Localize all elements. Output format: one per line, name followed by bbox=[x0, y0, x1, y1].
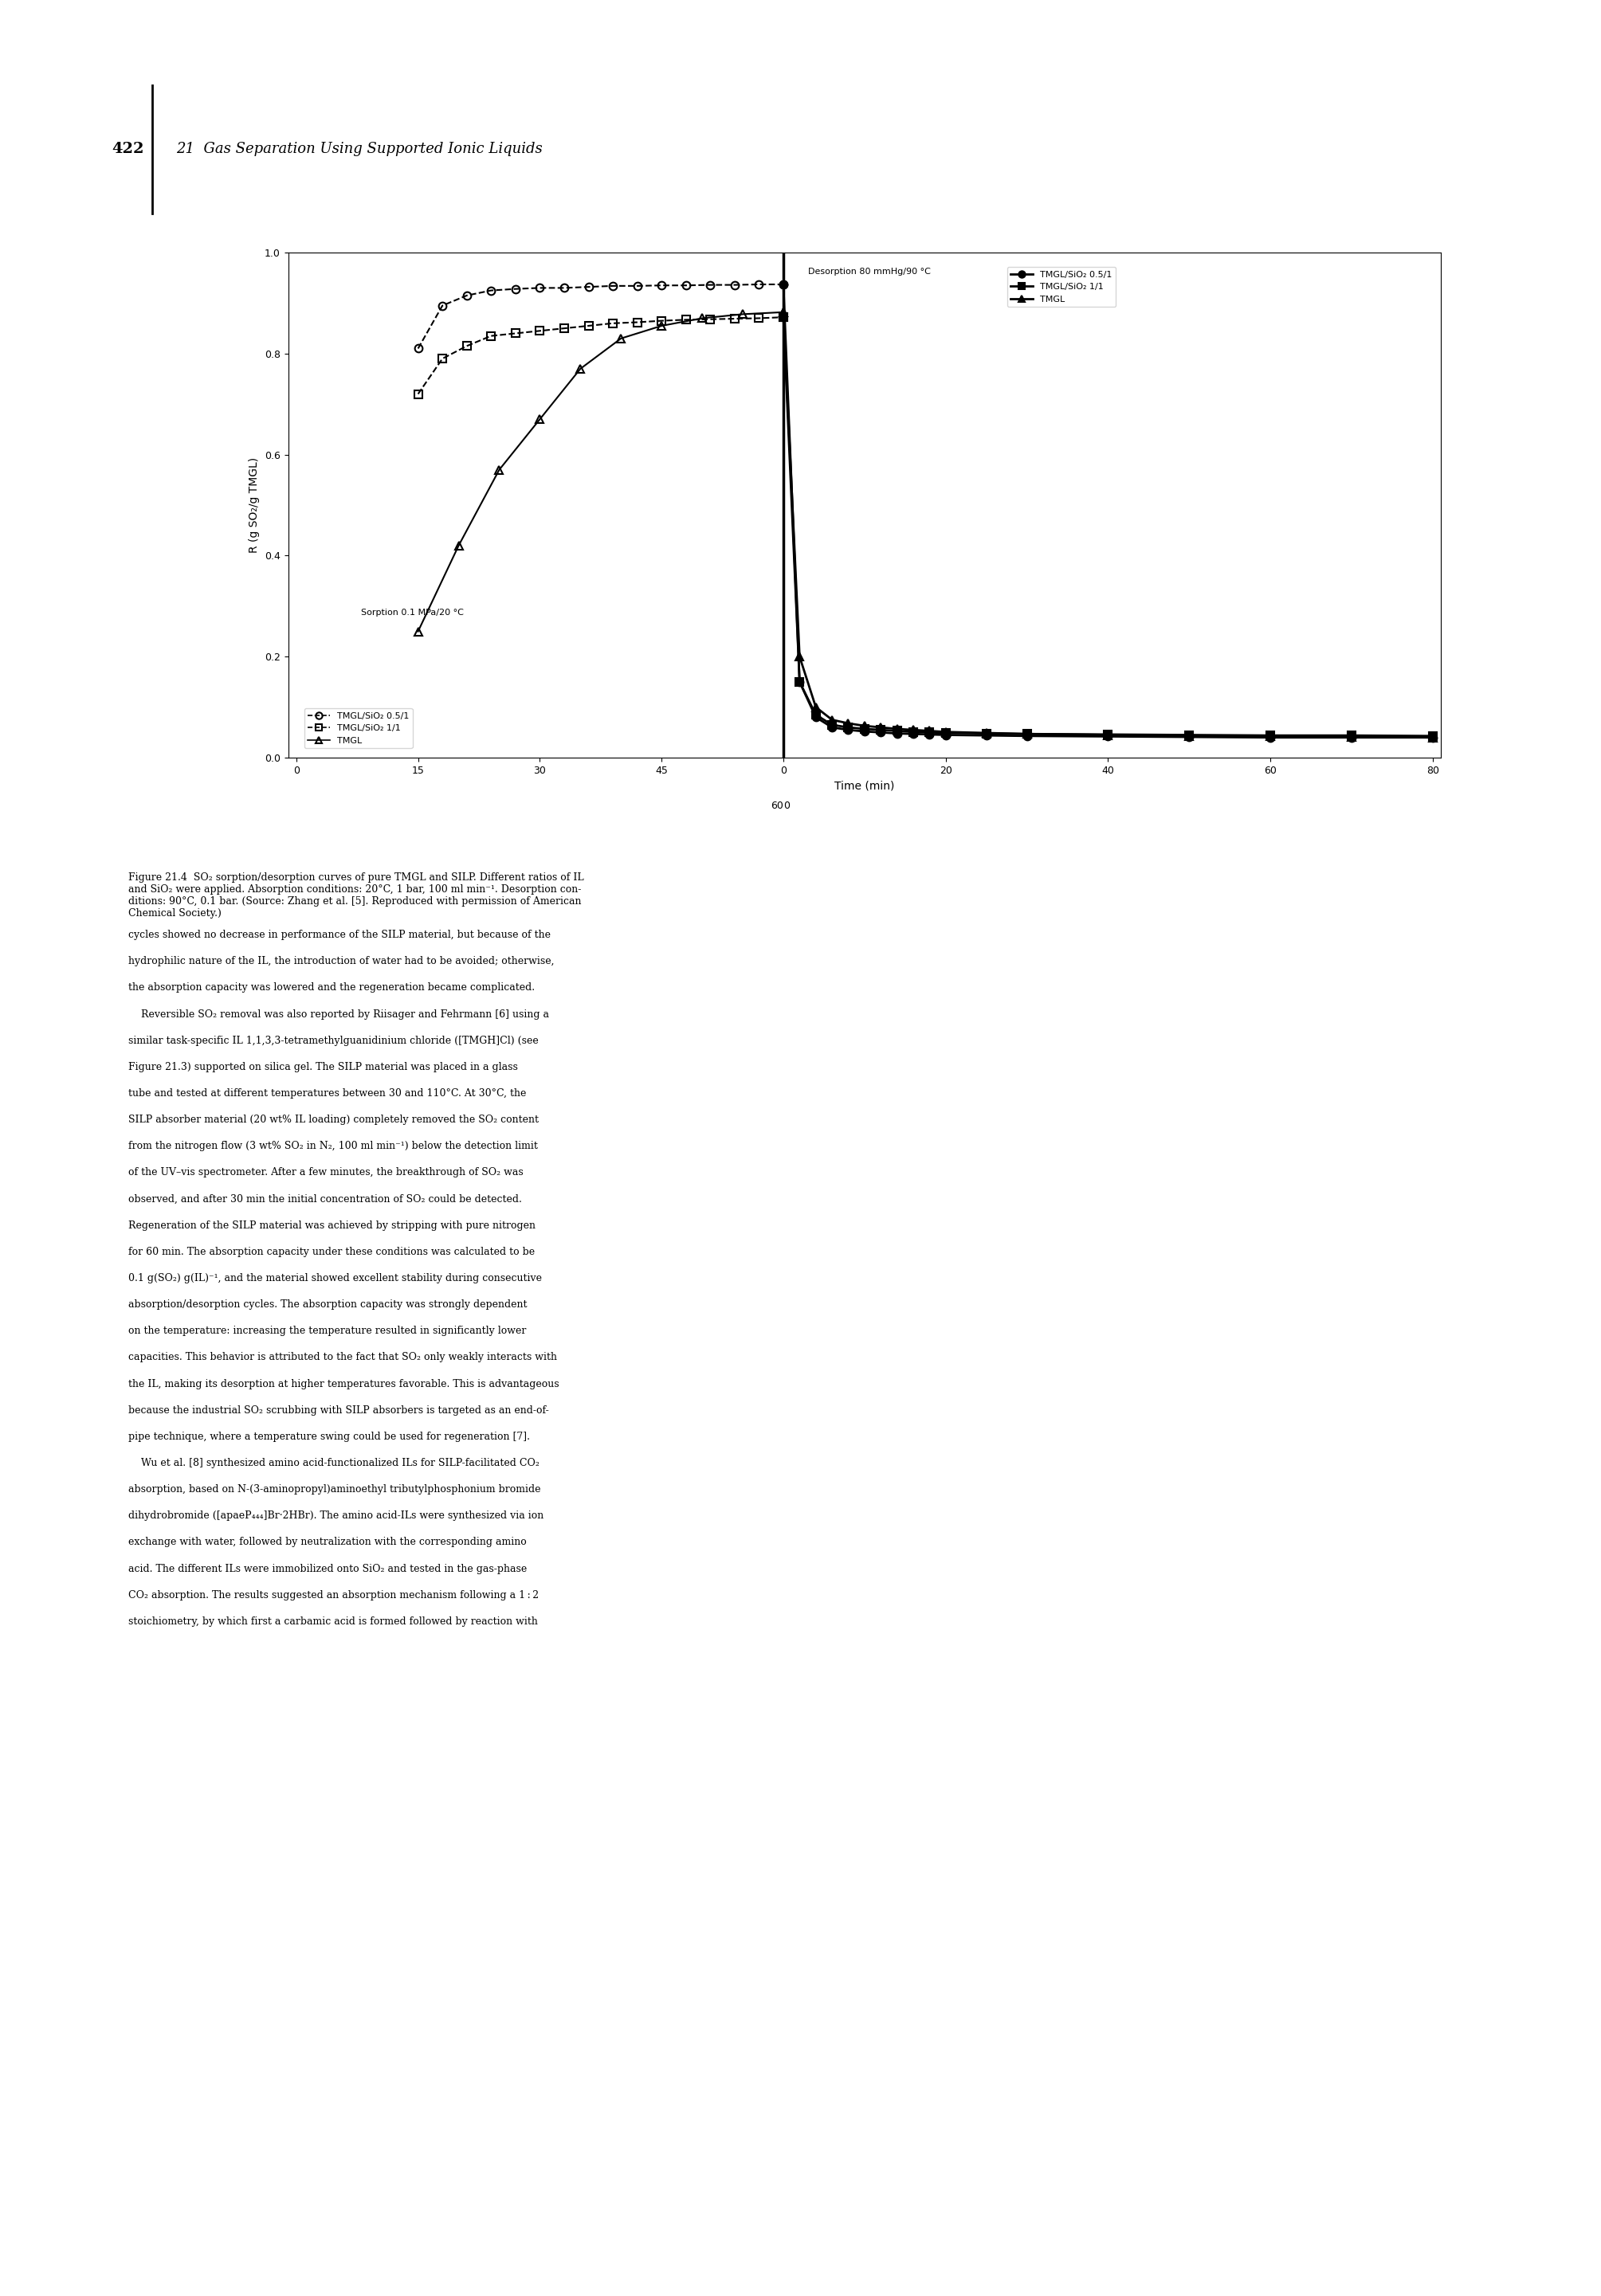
Text: the IL, making its desorption at higher temperatures favorable. This is advantag: the IL, making its desorption at higher … bbox=[128, 1378, 559, 1389]
Text: absorption/desorption cycles. The absorption capacity was strongly dependent: absorption/desorption cycles. The absorp… bbox=[128, 1300, 527, 1311]
Text: Figure 21.4  SO₂ sorption/desorption curves of pure TMGL and SILP. Different rat: Figure 21.4 SO₂ sorption/desorption curv… bbox=[128, 872, 584, 918]
X-axis label: Time (min): Time (min) bbox=[834, 781, 895, 792]
Text: on the temperature: increasing the temperature resulted in significantly lower: on the temperature: increasing the tempe… bbox=[128, 1327, 527, 1336]
Text: Wu et al. [8] synthesized amino acid-functionalized ILs for SILP-facilitated CO₂: Wu et al. [8] synthesized amino acid-fun… bbox=[128, 1458, 540, 1469]
Text: SILP absorber material (20 wt% IL loading) completely removed the SO₂ content: SILP absorber material (20 wt% IL loadin… bbox=[128, 1116, 538, 1125]
Text: from the nitrogen flow (3 wt% SO₂ in N₂, 100 ml min⁻¹) below the detection limit: from the nitrogen flow (3 wt% SO₂ in N₂,… bbox=[128, 1141, 538, 1153]
Text: tube and tested at different temperatures between 30 and 110°C. At 30°C, the: tube and tested at different temperature… bbox=[128, 1088, 527, 1100]
Text: stoichiometry, by which first a carbamic acid is formed followed by reaction wit: stoichiometry, by which first a carbamic… bbox=[128, 1616, 538, 1628]
Text: CO₂ absorption. The results suggested an absorption mechanism following a 1 : 2: CO₂ absorption. The results suggested an… bbox=[128, 1589, 538, 1600]
Text: absorption, based on N-(3-aminopropyl)aminoethyl tributylphosphonium bromide: absorption, based on N-(3-aminopropyl)am… bbox=[128, 1486, 541, 1495]
Text: Reversible SO₂ removal was also reported by Riisager and Fehrmann [6] using a: Reversible SO₂ removal was also reported… bbox=[128, 1010, 549, 1019]
Legend: TMGL/SiO₂ 0.5/1, TMGL/SiO₂ 1/1, TMGL: TMGL/SiO₂ 0.5/1, TMGL/SiO₂ 1/1, TMGL bbox=[1007, 266, 1116, 308]
Y-axis label: R (g SO₂/g TMGL): R (g SO₂/g TMGL) bbox=[248, 457, 259, 553]
Text: 0.1 g(SO₂) g(IL)⁻¹, and the material showed excellent stability during consecuti: 0.1 g(SO₂) g(IL)⁻¹, and the material sho… bbox=[128, 1272, 541, 1283]
Text: Sorption 0.1 MPa/20 °C: Sorption 0.1 MPa/20 °C bbox=[362, 608, 464, 615]
Text: dihydrobromide ([apaeP₄₄₄]Br·2HBr). The amino acid-ILs were synthesized via ion: dihydrobromide ([apaeP₄₄₄]Br·2HBr). The … bbox=[128, 1511, 543, 1522]
Text: 60: 60 bbox=[770, 801, 783, 810]
Text: the absorption capacity was lowered and the regeneration became complicated.: the absorption capacity was lowered and … bbox=[128, 983, 535, 994]
Text: acid. The different ILs were immobilized onto SiO₂ and tested in the gas-phase: acid. The different ILs were immobilized… bbox=[128, 1564, 527, 1575]
Text: similar task-specific IL 1,1,3,3-tetramethylguanidinium chloride ([TMGH]Cl) (see: similar task-specific IL 1,1,3,3-tetrame… bbox=[128, 1035, 538, 1047]
Text: pipe technique, where a temperature swing could be used for regeneration [7].: pipe technique, where a temperature swin… bbox=[128, 1433, 530, 1442]
Text: exchange with water, followed by neutralization with the corresponding amino: exchange with water, followed by neutral… bbox=[128, 1538, 527, 1548]
Text: Figure 21.3) supported on silica gel. The SILP material was placed in a glass: Figure 21.3) supported on silica gel. Th… bbox=[128, 1061, 517, 1072]
Text: 422: 422 bbox=[112, 142, 144, 156]
Text: because the industrial SO₂ scrubbing with SILP absorbers is targeted as an end-o: because the industrial SO₂ scrubbing wit… bbox=[128, 1405, 549, 1417]
Text: of the UV–vis spectrometer. After a few minutes, the breakthrough of SO₂ was: of the UV–vis spectrometer. After a few … bbox=[128, 1169, 524, 1178]
Text: capacities. This behavior is attributed to the fact that SO₂ only weakly interac: capacities. This behavior is attributed … bbox=[128, 1352, 557, 1364]
Text: hydrophilic nature of the IL, the introduction of water had to be avoided; other: hydrophilic nature of the IL, the introd… bbox=[128, 955, 554, 967]
Text: Desorption 80 mmHg/90 °C: Desorption 80 mmHg/90 °C bbox=[809, 269, 930, 276]
Text: 0: 0 bbox=[783, 801, 789, 810]
Text: for 60 min. The absorption capacity under these conditions was calculated to be: for 60 min. The absorption capacity unde… bbox=[128, 1247, 535, 1258]
Text: Regeneration of the SILP material was achieved by stripping with pure nitrogen: Regeneration of the SILP material was ac… bbox=[128, 1221, 535, 1231]
Text: observed, and after 30 min the initial concentration of SO₂ could be detected.: observed, and after 30 min the initial c… bbox=[128, 1194, 522, 1205]
Text: 21  Gas Separation Using Supported Ionic Liquids: 21 Gas Separation Using Supported Ionic … bbox=[176, 142, 543, 156]
Text: cycles showed no decrease in performance of the SILP material, but because of th: cycles showed no decrease in performance… bbox=[128, 930, 551, 941]
